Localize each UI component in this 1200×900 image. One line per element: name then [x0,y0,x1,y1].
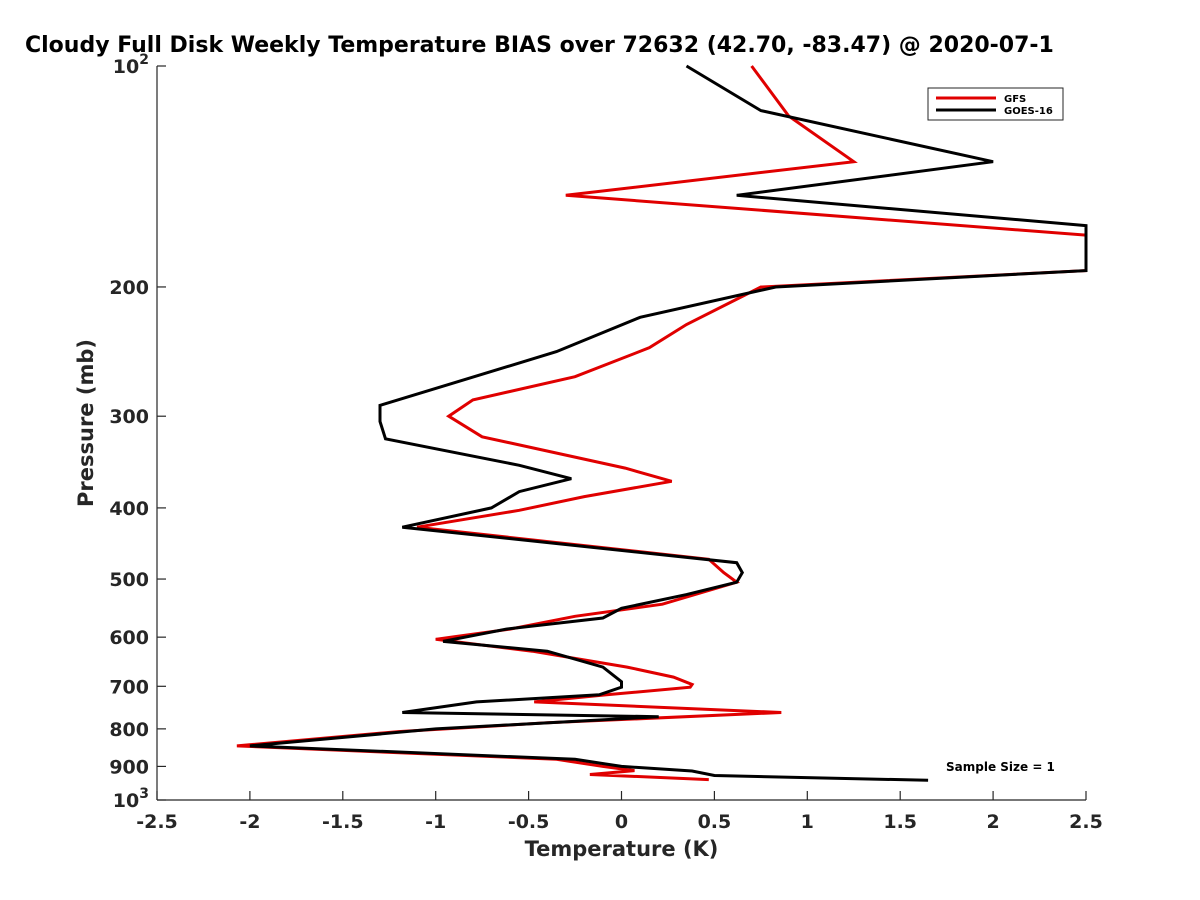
y-axis-label: Pressure (mb) [74,339,98,507]
legend-label: GOES-16 [1004,106,1053,117]
series-group [236,64,1088,782]
y-tick-label: 300 [109,406,149,428]
y-axis-ticks: 102 200 300 400 500 600 700 800 900 103 [109,52,166,812]
series-line-goes-16 [249,64,1088,782]
x-tick-label: -2 [239,811,260,833]
x-tick-label: -2.5 [136,811,178,833]
x-axis-ticks: -2.5 -2 -1.5 -1 -0.5 0 0.5 1 1.5 2 2.5 [136,791,1103,833]
x-axis-label: Temperature (K) [525,837,719,861]
y-tick-label: 700 [109,676,149,698]
sample-size-annotation: Sample Size = 1 [946,760,1055,774]
x-tick-label: -1.5 [322,811,364,833]
x-tick-label: 2 [986,811,999,833]
x-tick-label: 1 [801,811,814,833]
x-tick-label: -0.5 [508,811,550,833]
y-tick-label: 500 [109,569,149,591]
x-tick-label: 2.5 [1069,811,1103,833]
x-tick-label: -1 [425,811,446,833]
legend-box [927,87,1064,121]
x-tick-label: 0 [615,811,628,833]
legend-label: GFS [1004,94,1026,105]
x-tick-label: 1.5 [883,811,917,833]
y-tick-label: 600 [109,627,149,649]
y-tick-label: 800 [109,719,149,741]
series-line-gfs [236,65,1088,782]
y-tick-label: 200 [109,277,149,299]
y-tick-label: 102 [113,52,149,78]
x-tick-label: 0.5 [698,811,732,833]
y-tick-label: 103 [113,786,149,812]
y-tick-label: 900 [109,756,149,778]
chart-title: Cloudy Full Disk Weekly Temperature BIAS… [25,33,1054,58]
y-tick-label: 400 [109,498,149,520]
